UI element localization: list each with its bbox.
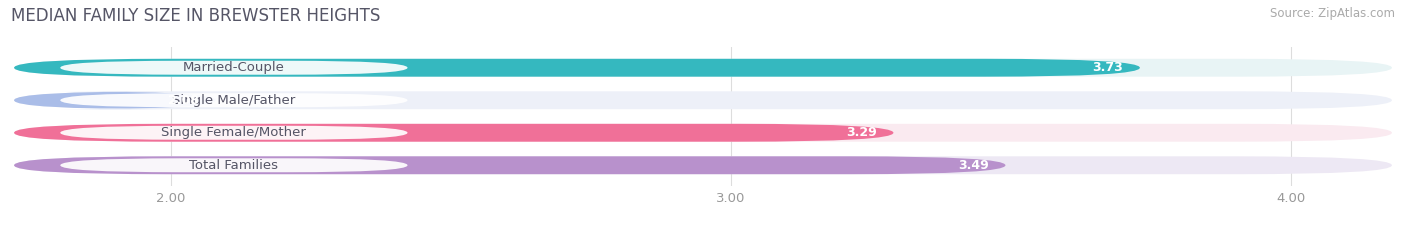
FancyBboxPatch shape xyxy=(14,59,1392,77)
Text: Single Female/Mother: Single Female/Mother xyxy=(162,126,307,139)
Text: Single Male/Father: Single Male/Father xyxy=(173,94,295,107)
FancyBboxPatch shape xyxy=(14,124,893,142)
Text: Total Families: Total Families xyxy=(190,159,278,172)
FancyBboxPatch shape xyxy=(60,93,408,107)
Text: 3.29: 3.29 xyxy=(846,126,876,139)
Text: 3.73: 3.73 xyxy=(1092,61,1123,74)
Text: 2.08: 2.08 xyxy=(169,94,198,107)
Text: Married-Couple: Married-Couple xyxy=(183,61,285,74)
FancyBboxPatch shape xyxy=(14,124,1392,142)
FancyBboxPatch shape xyxy=(60,158,408,172)
Text: 3.49: 3.49 xyxy=(957,159,988,172)
FancyBboxPatch shape xyxy=(14,156,1005,174)
FancyBboxPatch shape xyxy=(60,126,408,140)
Text: Source: ZipAtlas.com: Source: ZipAtlas.com xyxy=(1270,7,1395,20)
FancyBboxPatch shape xyxy=(14,91,215,109)
FancyBboxPatch shape xyxy=(60,61,408,75)
Text: MEDIAN FAMILY SIZE IN BREWSTER HEIGHTS: MEDIAN FAMILY SIZE IN BREWSTER HEIGHTS xyxy=(11,7,381,25)
FancyBboxPatch shape xyxy=(14,91,1392,109)
FancyBboxPatch shape xyxy=(14,59,1140,77)
FancyBboxPatch shape xyxy=(14,156,1392,174)
